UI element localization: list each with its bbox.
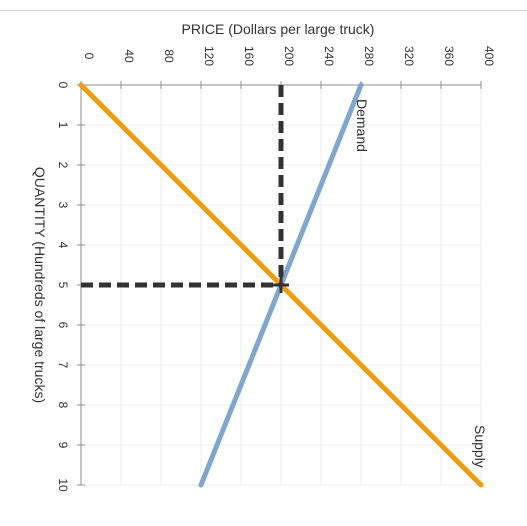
price-tick-label-320: 320 bbox=[402, 46, 416, 66]
price-tick-label-240: 240 bbox=[322, 46, 336, 66]
quantity-tick-label-0: 0 bbox=[56, 82, 70, 89]
quantity-tick-label-4: 4 bbox=[56, 242, 70, 249]
equilibrium-guides bbox=[81, 85, 289, 293]
price-tick-label-160: 160 bbox=[242, 46, 256, 66]
quantity-tick-label-10: 10 bbox=[56, 478, 70, 492]
series-label-demand: Demand bbox=[354, 99, 370, 152]
price-tick-label-80: 80 bbox=[162, 49, 176, 63]
quantity-tick-label-9: 9 bbox=[56, 442, 70, 449]
quantity-axis-title: QUANTITY (Hundreds of large trucks) bbox=[32, 167, 48, 403]
price-tick-label-400: 400 bbox=[482, 46, 496, 66]
price-tick-label-200: 200 bbox=[282, 46, 296, 66]
top-border bbox=[0, 10, 527, 11]
quantity-tick-label-5: 5 bbox=[56, 282, 70, 289]
price-tick-label-360: 360 bbox=[442, 46, 456, 66]
price-axis-title: PRICE (Dollars per large truck) bbox=[182, 21, 375, 37]
quantity-tick-label-2: 2 bbox=[56, 162, 70, 169]
quantity-tick-label-1: 1 bbox=[56, 122, 70, 129]
price-tick-label-120: 120 bbox=[202, 46, 216, 66]
quantity-tick-label-6: 6 bbox=[56, 322, 70, 329]
price-tick-label-280: 280 bbox=[362, 46, 376, 66]
series-labels: Demand Supply bbox=[354, 99, 488, 468]
series-label-supply: Supply bbox=[472, 425, 488, 468]
price-tick-label-40: 40 bbox=[122, 49, 136, 63]
quantity-tick-label-3: 3 bbox=[56, 202, 70, 209]
price-tick-label-0: 0 bbox=[82, 53, 96, 60]
quantity-tick-label-8: 8 bbox=[56, 402, 70, 409]
tick-labels: 0 40 80 120 160 200 240 280 320 360 400 0 1 2 3 4 5 6 7 8 9 1… bbox=[56, 46, 496, 492]
quantity-tick-label-7: 7 bbox=[56, 362, 70, 369]
